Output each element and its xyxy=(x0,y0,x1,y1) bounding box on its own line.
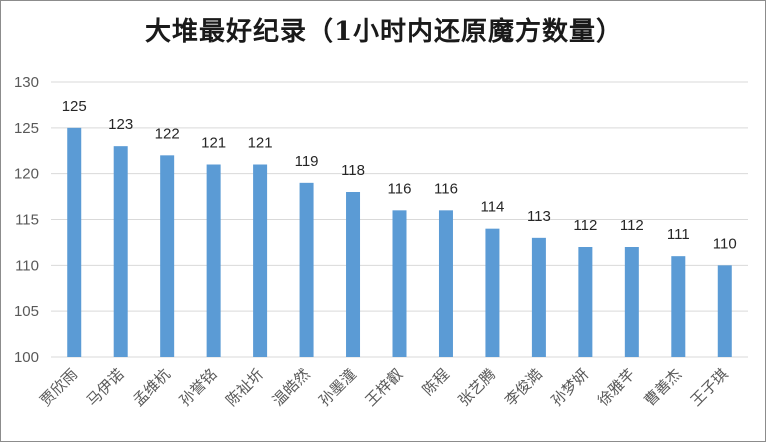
bar xyxy=(717,265,732,357)
data-label: 121 xyxy=(248,135,273,152)
category-label: 孙梦妍 xyxy=(548,365,593,410)
bar xyxy=(253,164,268,357)
data-label: 112 xyxy=(620,217,644,234)
bar xyxy=(113,146,128,357)
bar xyxy=(206,164,221,357)
category-label: 陈祉圻 xyxy=(222,365,267,410)
y-tick-label: 125 xyxy=(14,120,39,137)
category-label: 李俊澔 xyxy=(501,365,546,410)
y-tick-label: 105 xyxy=(14,303,39,320)
category-label: 贾欣雨 xyxy=(37,365,82,410)
data-label: 118 xyxy=(341,162,365,179)
y-tick-label: 115 xyxy=(15,212,39,229)
category-label: 孙墨潼 xyxy=(315,365,360,410)
data-label: 110 xyxy=(713,235,737,252)
bar xyxy=(67,127,82,357)
data-label: 123 xyxy=(108,116,133,133)
category-label: 孟维杭 xyxy=(129,365,174,410)
data-label: 114 xyxy=(480,199,504,216)
data-label: 122 xyxy=(155,125,180,142)
chart-title: 大堆最好纪录（1小时内还原魔方数量） xyxy=(144,17,624,47)
category-label: 孙誉铭 xyxy=(176,365,221,410)
category-label: 曹善杰 xyxy=(641,365,686,410)
bar xyxy=(299,182,314,357)
y-tick-label: 120 xyxy=(14,166,39,183)
data-label: 119 xyxy=(295,153,319,170)
data-label: 121 xyxy=(201,135,226,152)
category-label: 张艺腾 xyxy=(455,365,500,410)
y-tick-label: 100 xyxy=(14,349,39,366)
bar xyxy=(438,210,453,357)
data-label: 116 xyxy=(434,180,458,197)
bar xyxy=(531,237,546,357)
data-label: 112 xyxy=(573,217,597,234)
bar xyxy=(578,247,593,357)
data-label: 113 xyxy=(527,208,551,225)
data-label: 111 xyxy=(667,226,690,243)
bar xyxy=(392,210,407,357)
category-label: 温皓然 xyxy=(269,365,314,410)
category-label: 马伊诺 xyxy=(83,365,128,410)
category-label: 陈程 xyxy=(419,365,453,399)
bar xyxy=(160,155,175,357)
bar xyxy=(624,247,639,357)
data-label: 125 xyxy=(62,98,87,115)
category-label: 王梓叡 xyxy=(362,365,407,410)
data-label: 116 xyxy=(388,180,412,197)
bar xyxy=(671,256,686,357)
y-tick-label: 110 xyxy=(15,257,39,274)
category-label: 王子琪 xyxy=(687,365,732,410)
bar xyxy=(346,192,361,357)
y-tick-label: 130 xyxy=(14,74,39,91)
bar xyxy=(485,228,500,357)
category-label: 徐雅芊 xyxy=(594,365,639,410)
